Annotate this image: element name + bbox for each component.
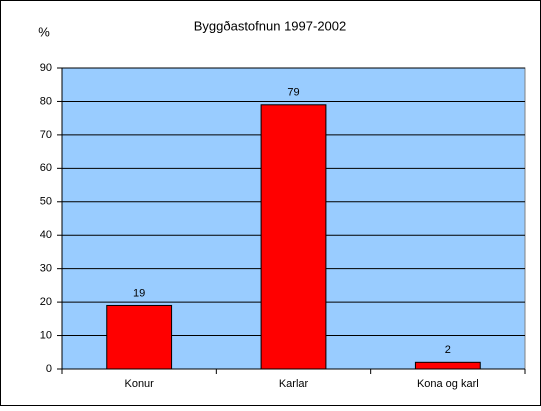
- y-tick-label: 20: [40, 296, 52, 308]
- y-tick-label: 90: [40, 62, 52, 74]
- y-tick-label: 70: [40, 129, 52, 141]
- bar: [260, 104, 327, 370]
- y-tick-label: 60: [40, 162, 52, 174]
- x-tick-label: Kona og karl: [417, 378, 479, 390]
- bar: [414, 361, 481, 370]
- bar: [106, 304, 173, 370]
- y-tick-label: 40: [40, 229, 52, 241]
- y-tick-label: 0: [46, 363, 52, 375]
- data-label: 79: [287, 87, 299, 99]
- y-tick-label: 80: [40, 95, 52, 107]
- data-label: 19: [133, 287, 145, 299]
- x-tick-label: Konur: [124, 378, 154, 390]
- y-tick-label: 10: [40, 329, 52, 341]
- x-tick-label: Karlar: [279, 378, 309, 390]
- y-tick-label: 50: [40, 196, 52, 208]
- y-tick-label: 30: [40, 263, 52, 275]
- y-axis-label: %: [38, 24, 50, 39]
- chart-title: Byggðastofnun 1997-2002: [194, 18, 347, 33]
- data-label: 2: [445, 344, 451, 356]
